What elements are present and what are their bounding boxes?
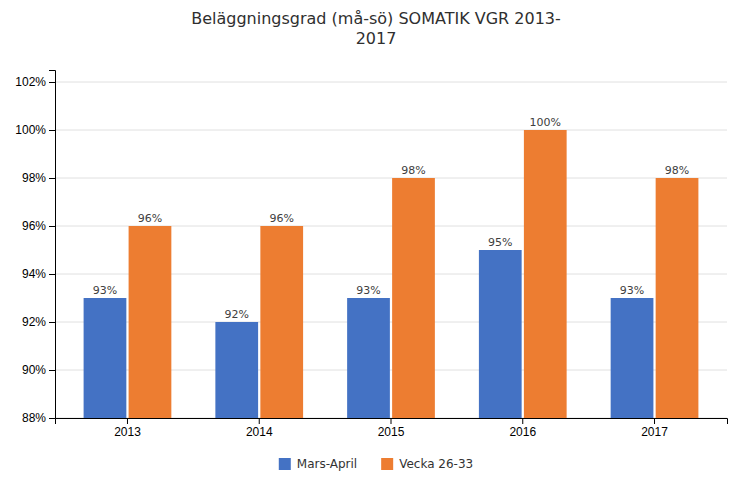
data-label: 93% bbox=[356, 284, 380, 297]
legend-item: Mars-April bbox=[279, 457, 357, 471]
x-tick-label: 2014 bbox=[246, 425, 273, 439]
bar bbox=[479, 250, 522, 418]
y-tick: 96% bbox=[22, 219, 55, 233]
x-tick-label: 2016 bbox=[509, 425, 536, 439]
x-tick-mark bbox=[259, 418, 260, 424]
bar bbox=[347, 298, 390, 418]
grid-line bbox=[55, 130, 727, 131]
y-tick-label: 96% bbox=[22, 219, 46, 233]
data-label: 93% bbox=[93, 284, 117, 297]
data-labels: 93% 92% 93% 95% 93% 96% 96% 98% 100% 98% bbox=[93, 116, 690, 321]
y-tick: 102% bbox=[15, 75, 55, 89]
title-line: Beläggningsgrad (må-sö) SOMATIK VGR 2013… bbox=[191, 9, 561, 28]
y-tick-label: 94% bbox=[22, 267, 46, 281]
bar bbox=[392, 178, 435, 418]
chart: Beläggningsgrad (må-sö) SOMATIK VGR 2013… bbox=[0, 0, 752, 498]
bars bbox=[84, 130, 699, 418]
legend-swatch bbox=[381, 458, 393, 470]
y-tick: 88% bbox=[22, 411, 55, 425]
x-tick-mark bbox=[127, 418, 128, 424]
y-tick: 98% bbox=[22, 171, 55, 185]
data-label: 95% bbox=[488, 236, 512, 249]
y-axis-line bbox=[49, 71, 56, 419]
x-axis: 2013 2014 2015 2016 2017 bbox=[56, 418, 728, 439]
y-tick-label: 90% bbox=[22, 363, 46, 377]
x-tick: 2014 bbox=[246, 418, 273, 439]
legend-swatch bbox=[279, 458, 291, 470]
grid-line bbox=[55, 82, 727, 83]
y-axis: 88% 90% 92% 94% 96% 98% 100% 102% bbox=[15, 71, 55, 426]
y-tick-mark bbox=[49, 322, 55, 323]
data-label: 96% bbox=[270, 212, 294, 225]
legend-label: Mars-April bbox=[297, 457, 357, 471]
y-tick-label: 100% bbox=[15, 123, 46, 137]
x-tick-mark bbox=[522, 418, 523, 424]
y-tick-mark bbox=[49, 274, 55, 275]
y-tick-mark bbox=[49, 82, 55, 83]
y-tick: 90% bbox=[22, 363, 55, 377]
y-tick-mark bbox=[49, 418, 55, 419]
bar bbox=[215, 322, 258, 418]
y-tick: 100% bbox=[15, 123, 55, 137]
y-tick: 92% bbox=[22, 315, 55, 329]
data-label: 96% bbox=[138, 212, 162, 225]
x-tick-mark bbox=[391, 418, 392, 424]
y-tick-label: 98% bbox=[22, 171, 46, 185]
x-tick: 2016 bbox=[509, 418, 536, 439]
legend: Mars-April Vecka 26-33 bbox=[279, 457, 473, 471]
plot: 93%92%93%95%93%96%96%98%100%98%201320142… bbox=[15, 71, 727, 439]
data-label: 98% bbox=[401, 164, 425, 177]
grid bbox=[55, 82, 727, 418]
legend-label: Vecka 26-33 bbox=[399, 457, 473, 471]
data-label: 100% bbox=[530, 116, 561, 129]
y-tick-label: 88% bbox=[22, 411, 46, 425]
x-tick-mark bbox=[654, 418, 655, 424]
bar bbox=[260, 226, 303, 418]
y-tick-label: 102% bbox=[15, 75, 46, 89]
y-tick-mark bbox=[49, 130, 55, 131]
bar bbox=[611, 298, 654, 418]
title-line: 2017 bbox=[356, 29, 397, 48]
data-label: 98% bbox=[665, 164, 689, 177]
bar bbox=[84, 298, 127, 418]
x-tick-label: 2013 bbox=[114, 425, 141, 439]
bar bbox=[524, 130, 567, 418]
x-tick: 2015 bbox=[378, 418, 405, 439]
data-label: 92% bbox=[225, 308, 249, 321]
bar bbox=[656, 178, 699, 418]
data-label: 93% bbox=[620, 284, 644, 297]
x-tick-label: 2015 bbox=[378, 425, 405, 439]
y-tick-mark bbox=[49, 178, 55, 179]
x-tick-label: 2017 bbox=[641, 425, 668, 439]
title: Beläggningsgrad (må-sö) SOMATIK VGR 2013… bbox=[191, 9, 561, 48]
bar bbox=[129, 226, 172, 418]
grid-line bbox=[55, 178, 727, 179]
x-tick: 2017 bbox=[641, 418, 668, 439]
x-tick: 2013 bbox=[114, 418, 141, 439]
x-axis-line bbox=[56, 419, 728, 425]
y-tick-mark bbox=[49, 226, 55, 227]
legend-item: Vecka 26-33 bbox=[381, 457, 473, 471]
y-tick-label: 92% bbox=[22, 315, 46, 329]
y-tick-mark bbox=[49, 370, 55, 371]
y-tick: 94% bbox=[22, 267, 55, 281]
